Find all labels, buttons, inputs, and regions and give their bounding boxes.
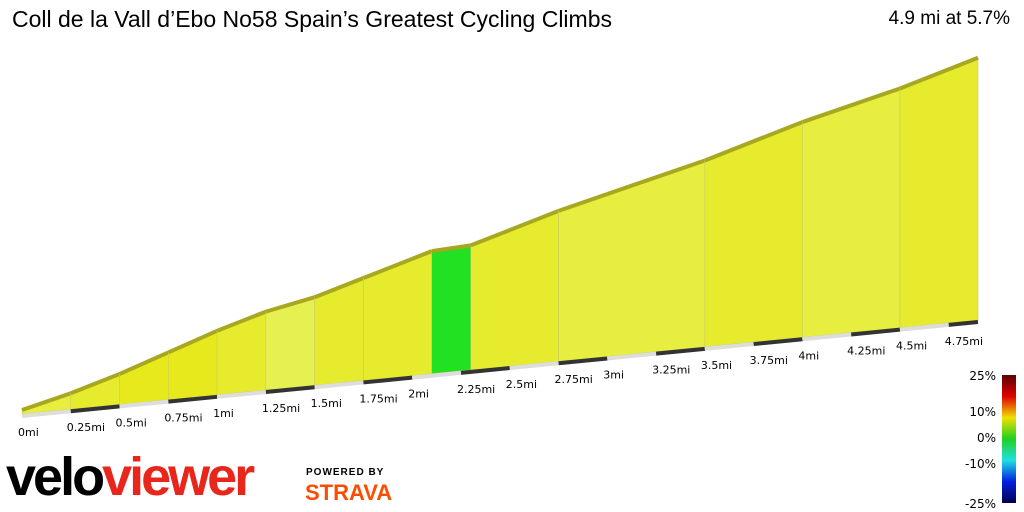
profile-top-edge [557, 158, 706, 213]
x-tick-label: 0.75mi [164, 412, 202, 425]
profile-segment [899, 57, 979, 328]
x-tick-label: 4.25mi [847, 344, 885, 357]
x-tick-label: 3.75mi [750, 354, 788, 367]
legend-tick-label: 10% [969, 405, 996, 419]
distance-axis-segment [704, 342, 754, 351]
distance-axis-segment [802, 332, 852, 342]
distance-axis-segment [850, 327, 901, 337]
legend-tick-label: -25% [965, 497, 996, 511]
profile-top-edge [70, 372, 121, 396]
distance-axis-segment [753, 337, 803, 347]
distance-axis-segment [558, 356, 608, 366]
x-tick-label: 1.5mi [311, 397, 342, 410]
powered-by-label: POWERED BY [306, 467, 385, 478]
distance-axis-segment [607, 351, 657, 361]
profile-top-edge [265, 295, 316, 314]
x-tick-label: 4mi [798, 349, 819, 362]
profile-segment [470, 210, 559, 371]
profile-top-edge [216, 309, 267, 333]
legend-tick-label: 25% [969, 369, 996, 383]
distance-axis-segment [948, 320, 979, 327]
profile-top-edge [470, 208, 560, 248]
x-tick-label: 0.5mi [116, 416, 147, 429]
x-tick-label: 4.5mi [896, 340, 927, 353]
profile-top-edge [704, 120, 804, 163]
climb-summary: 4.9 mi at 5.7% [888, 8, 1010, 29]
x-tick-label: 2.75mi [555, 373, 593, 386]
x-tick-label: 1.25mi [262, 402, 300, 415]
profile-top-edge [313, 276, 365, 300]
distance-axis-segment [509, 361, 559, 371]
profile-segment [431, 245, 471, 374]
profile-segment [216, 311, 267, 396]
profile-top-edge [899, 55, 979, 91]
distance-axis-segment [216, 390, 267, 399]
distance-axis-segment [899, 322, 949, 332]
distance-axis-segment [21, 409, 71, 418]
distance-axis-segment [363, 375, 413, 385]
x-tick-label: 0.25mi [67, 421, 105, 434]
legend-tick-label: -10% [965, 457, 996, 471]
x-tick-label: 3mi [603, 368, 624, 381]
x-tick-label: 3.25mi [652, 364, 690, 377]
gradient-color-legend [1002, 375, 1016, 503]
profile-top-edge [801, 86, 901, 124]
profile-top-edge [431, 243, 472, 254]
x-tick-label: 1mi [213, 407, 234, 420]
x-tick-label: 2.25mi [457, 383, 495, 396]
profile-top-edge [362, 249, 433, 280]
distance-axis-segment [168, 394, 218, 404]
profile-top-edge [118, 350, 170, 376]
distance-axis-segment [460, 366, 510, 375]
distance-axis-segment [70, 404, 120, 414]
x-tick-label: 2mi [408, 388, 429, 401]
profile-segment [558, 160, 706, 362]
distance-axis-segment [119, 399, 169, 409]
profile-segment [802, 88, 901, 338]
x-tick-label: 4.75mi [945, 335, 983, 348]
strava-logo[interactable]: STRAVA [305, 480, 393, 505]
veloviewer-logo[interactable]: veloviewer [6, 447, 255, 507]
distance-axis-segment [655, 346, 706, 356]
legend-tick-label: 0% [977, 431, 996, 445]
profile-top-edge [167, 328, 218, 355]
x-tick-label: 2.5mi [506, 378, 537, 391]
x-tick-label: 3.5mi [701, 359, 732, 372]
distance-axis-segment [265, 385, 315, 395]
profile-top-edge [21, 391, 72, 412]
x-tick-label: 0mi [18, 426, 39, 439]
profile-segment [363, 250, 432, 381]
distance-axis-segment [314, 380, 364, 390]
x-tick-label: 1.75mi [359, 392, 397, 405]
page-title: Coll de la Vall d’Ebo No58 Spain’s Great… [12, 6, 612, 32]
distance-axis-segment [412, 370, 462, 380]
profile-segment [119, 352, 169, 405]
